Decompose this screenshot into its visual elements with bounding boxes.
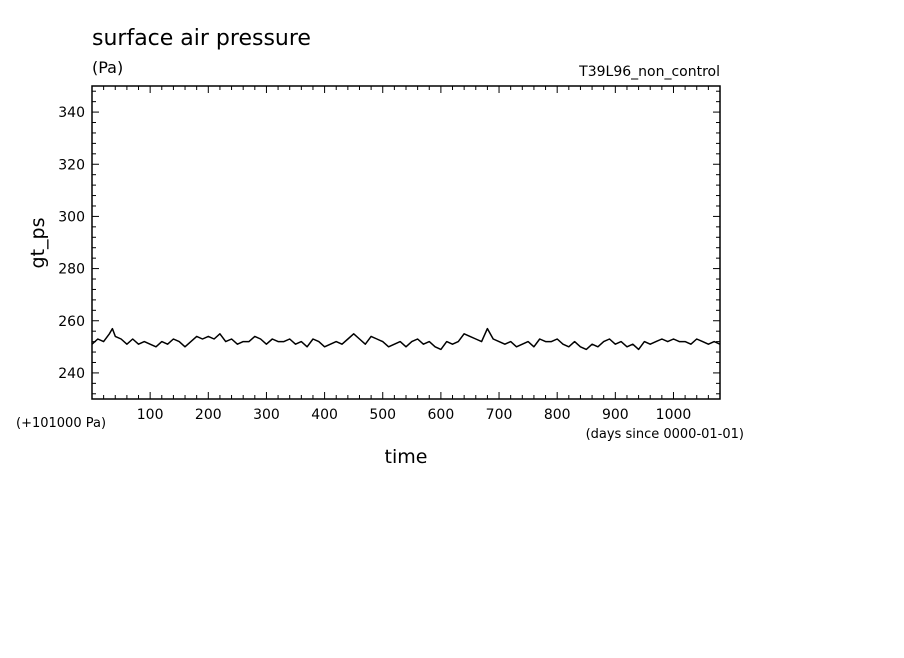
y-tick-label: 280 <box>58 262 85 278</box>
y-offset-label: (+101000 Pa) <box>16 416 106 431</box>
x-axis-title: time <box>385 446 428 468</box>
y-tick-label: 320 <box>58 157 85 173</box>
plot-frame <box>91 85 721 400</box>
experiment-label: T39L96_non_control <box>578 64 720 80</box>
x-tick-label: 500 <box>369 407 396 423</box>
y-tick-label: 240 <box>58 366 85 382</box>
x-tick-label: 100 <box>137 407 164 423</box>
x-tick-label: 200 <box>195 407 222 423</box>
x-tick-label: 600 <box>428 407 455 423</box>
x-tick-label: 700 <box>486 407 513 423</box>
tick-labels-layer: 100 200 300 400 500 600 700 800 900 1000 240 260 280… <box>58 105 691 423</box>
x-units-label: (days since 0000-01-01) <box>586 427 744 442</box>
x-tick-label: 1000 <box>656 407 692 423</box>
x-tick-label: 800 <box>544 407 571 423</box>
chart-units-label: (Pa) <box>92 58 123 77</box>
y-tick-label: 340 <box>58 105 85 121</box>
x-tick-label: 900 <box>602 407 629 423</box>
chart-title: surface air pressure <box>92 26 311 51</box>
y-axis-title: gt_ps <box>27 218 49 269</box>
series-line <box>91 327 721 351</box>
y-tick-label: 260 <box>58 314 85 330</box>
ticks-layer <box>92 86 720 399</box>
x-tick-label: 400 <box>311 407 338 423</box>
y-tick-label: 300 <box>58 209 85 225</box>
series-layer <box>91 327 721 351</box>
x-tick-label: 300 <box>253 407 280 423</box>
